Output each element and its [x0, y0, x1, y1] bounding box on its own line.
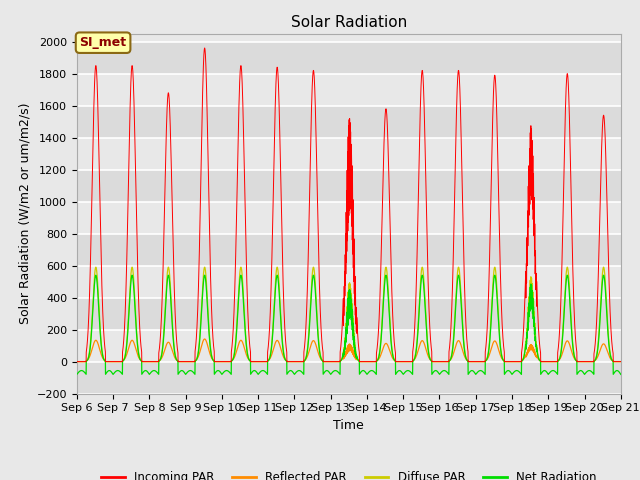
X-axis label: Time: Time: [333, 419, 364, 432]
Bar: [77, 234, 621, 265]
Bar: [77, 42, 621, 73]
Y-axis label: Solar Radiation (W/m2 or um/m2/s): Solar Radiation (W/m2 or um/m2/s): [18, 103, 31, 324]
Bar: [77, 298, 621, 330]
Title: Solar Radiation: Solar Radiation: [291, 15, 407, 30]
Bar: [77, 106, 621, 138]
Text: SI_met: SI_met: [79, 36, 127, 49]
Bar: [77, 361, 621, 394]
Bar: [77, 169, 621, 202]
Legend: Incoming PAR, Reflected PAR, Diffuse PAR, Net Radiation: Incoming PAR, Reflected PAR, Diffuse PAR…: [96, 466, 602, 480]
